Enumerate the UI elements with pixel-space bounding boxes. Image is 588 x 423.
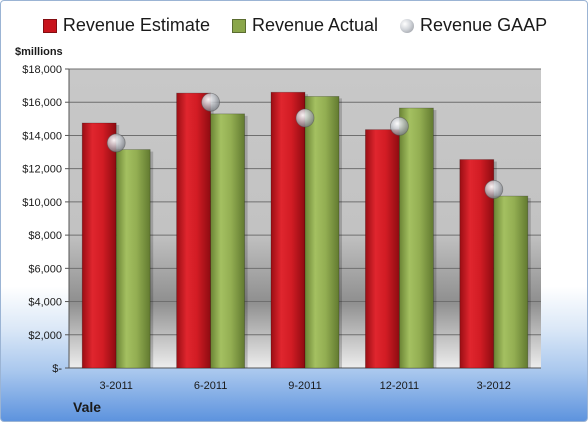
x-tick-label: 9-2011	[288, 380, 321, 392]
marker-revenue-gaap	[201, 92, 221, 112]
x-tick-label: 3-2012	[477, 380, 511, 392]
y-tick-label: $6,000	[28, 263, 62, 275]
y-tick-label: $12,000	[22, 164, 62, 176]
legend-item-revenue-gaap: Revenue GAAP	[400, 15, 547, 36]
y-tick-label: $8,000	[28, 230, 62, 242]
x-tick-label: 3-2011	[99, 380, 132, 392]
y-tick-label: $10,000	[22, 197, 62, 209]
legend-item-revenue-estimate: Revenue Estimate	[42, 15, 210, 36]
marker-revenue-gaap	[389, 116, 409, 136]
bar-revenue-actual	[304, 96, 340, 369]
marker-revenue-gaap	[484, 180, 504, 199]
bar-revenue-estimate	[81, 122, 117, 369]
bar-revenue-actual	[398, 107, 434, 369]
legend-swatch-revenue-gaap	[400, 18, 415, 33]
company-name: Vale	[73, 399, 102, 415]
y-tick-label: $14,000	[22, 130, 62, 142]
y-tick-label: $18,000	[22, 64, 62, 76]
y-tick-label: $4,000	[28, 297, 62, 309]
legend-swatch-revenue-estimate	[42, 18, 57, 33]
bar-revenue-estimate	[270, 91, 306, 369]
legend-swatch-revenue-actual	[231, 18, 246, 33]
x-tick-label: 12-2011	[380, 380, 420, 392]
y-tick-label: $16,000	[22, 97, 62, 109]
y-tick-label: $2,000	[28, 330, 62, 342]
y-axis-unit-label: $millions	[15, 46, 63, 58]
chart-legend: Revenue Estimate Revenue Actual Revenue …	[1, 15, 588, 36]
bar-revenue-estimate	[364, 129, 400, 369]
y-tick-label: $-	[52, 363, 62, 375]
x-tick-label: 6-2011	[194, 380, 227, 392]
legend-label-revenue-gaap: Revenue GAAP	[420, 15, 548, 35]
marker-revenue-gaap	[106, 133, 126, 153]
bar-revenue-actual	[210, 113, 246, 369]
bar-revenue-actual	[115, 149, 151, 369]
bar-revenue-actual	[493, 195, 529, 369]
bar-revenue-estimate	[176, 92, 212, 369]
legend-label-revenue-actual: Revenue Actual	[251, 15, 379, 35]
marker-revenue-gaap	[295, 108, 315, 128]
legend-item-revenue-actual: Revenue Actual	[231, 15, 379, 36]
legend-label-revenue-estimate: Revenue Estimate	[62, 15, 210, 35]
